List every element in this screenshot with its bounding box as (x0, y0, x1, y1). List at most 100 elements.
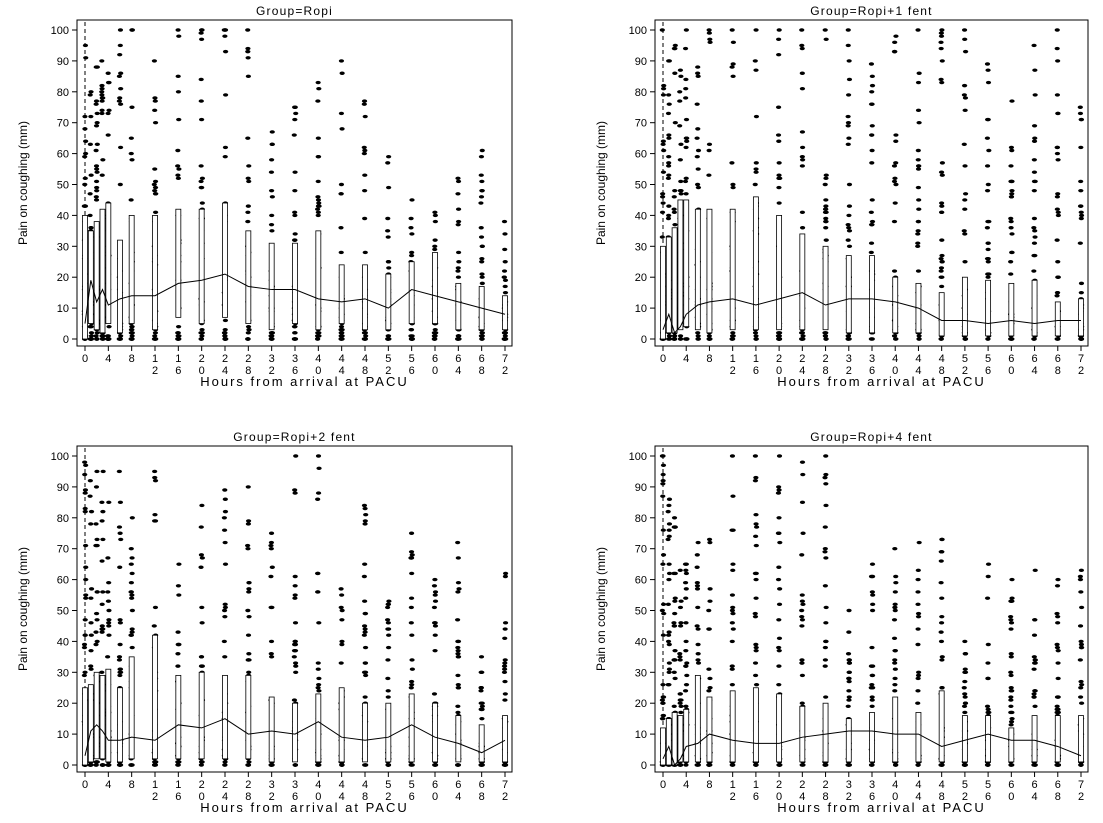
data-point (479, 281, 485, 286)
data-point (316, 87, 322, 91)
data-point (916, 334, 922, 338)
data-point (339, 127, 345, 131)
data-point (1055, 614, 1061, 619)
data-point (799, 553, 805, 557)
data-point (502, 661, 508, 665)
data-point (1031, 692, 1037, 696)
data-point (315, 179, 321, 184)
data-point (683, 117, 690, 122)
data-point (88, 621, 94, 625)
data-point (128, 562, 134, 566)
data-point (823, 198, 829, 202)
data-point (775, 105, 782, 109)
data-point (776, 664, 782, 668)
data-point (199, 328, 205, 332)
data-point (939, 201, 945, 205)
x-tick-label: 0 (82, 779, 88, 791)
data-point (752, 479, 759, 483)
x-tick-label: 6 (985, 791, 991, 803)
data-point (962, 108, 968, 113)
y-tick-label: 90 (57, 482, 69, 494)
data-point (432, 247, 438, 252)
iqr-box (677, 199, 684, 331)
data-point (1054, 93, 1060, 97)
data-point (984, 188, 991, 193)
x-tick-label: 1 (175, 779, 181, 791)
data-point (1032, 704, 1038, 708)
data-point (118, 71, 124, 75)
y-tick-label: 30 (57, 241, 69, 253)
data-point (338, 605, 344, 610)
data-point (683, 763, 689, 767)
data-point (198, 553, 205, 557)
data-point (753, 522, 759, 526)
iqr-box (1008, 282, 1015, 337)
data-point (1031, 667, 1037, 671)
x-tick-label: 2 (199, 779, 205, 791)
data-point (362, 506, 368, 511)
data-point (846, 698, 852, 702)
data-point (432, 621, 438, 625)
iqr-box (432, 252, 438, 324)
x-tick-label: 6 (292, 791, 298, 803)
data-point (100, 509, 106, 514)
data-point (455, 710, 461, 715)
data-point (846, 676, 852, 681)
data-point (776, 337, 782, 341)
data-point (1008, 614, 1014, 619)
data-point (776, 602, 783, 607)
data-point (1055, 621, 1061, 625)
data-point (1031, 695, 1037, 699)
data-point (291, 698, 298, 702)
data-point (199, 503, 205, 508)
x-tick-label: 3 (846, 779, 852, 791)
data-point (1032, 68, 1038, 72)
data-point (800, 531, 806, 535)
iqr-box (869, 255, 875, 334)
iqr-box (1078, 715, 1084, 763)
data-point (938, 275, 944, 279)
data-point (892, 201, 898, 205)
x-tick-label: 1 (175, 353, 181, 365)
data-point (105, 133, 111, 137)
data-point (479, 256, 485, 261)
data-point (915, 676, 921, 681)
data-point (455, 704, 461, 708)
data-point (985, 260, 991, 264)
data-point (502, 290, 509, 295)
data-point (683, 77, 689, 82)
data-point (892, 49, 898, 54)
panel-group-ropi-4-fent: Group=Ropi+4 fent01020304050607080901000… (594, 430, 1089, 815)
iqr-box (99, 208, 106, 334)
data-point (82, 114, 88, 119)
data-point (1008, 260, 1014, 264)
data-point (1078, 686, 1084, 690)
data-point (1031, 241, 1038, 245)
x-tick-label: 2 (962, 791, 968, 803)
data-point (1055, 210, 1061, 215)
data-point (666, 136, 672, 140)
x-tick-label: 4 (799, 365, 805, 377)
data-point (659, 210, 666, 215)
data-point (118, 537, 124, 542)
iqr-box (292, 702, 298, 763)
iqr-box (1078, 298, 1084, 337)
data-point (707, 676, 713, 681)
data-point (707, 599, 713, 603)
y-tick-label: 60 (57, 149, 69, 161)
data-point (502, 260, 508, 264)
chart-title: Group=Ropi+1 fent (810, 4, 932, 18)
data-point (672, 121, 678, 125)
data-point (81, 642, 88, 647)
iqr-box (245, 674, 252, 760)
y-axis-label: Pain on coughing (mm) (16, 547, 30, 671)
data-point (1077, 577, 1084, 582)
iqr-box (845, 255, 852, 334)
iqr-box (729, 208, 736, 331)
data-point (845, 121, 852, 125)
data-point (677, 99, 683, 103)
data-point (116, 99, 122, 103)
data-point (456, 260, 462, 264)
data-point (682, 562, 689, 566)
data-point (362, 522, 368, 526)
